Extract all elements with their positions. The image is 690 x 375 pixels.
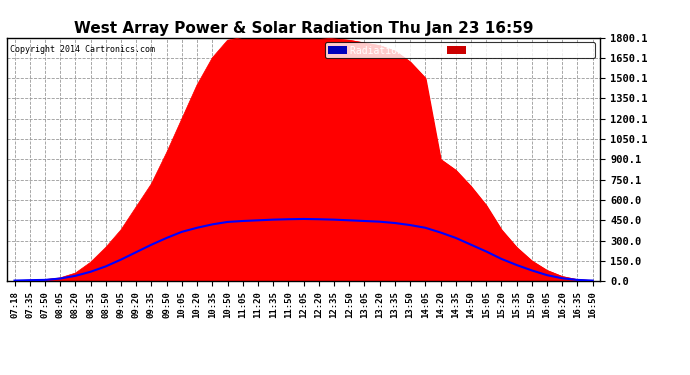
Text: Copyright 2014 Cartronics.com: Copyright 2014 Cartronics.com [10,45,155,54]
Legend: Radiation (w/m2), West Array (DC Watts): Radiation (w/m2), West Array (DC Watts) [324,42,595,58]
Title: West Array Power & Solar Radiation Thu Jan 23 16:59: West Array Power & Solar Radiation Thu J… [74,21,533,36]
